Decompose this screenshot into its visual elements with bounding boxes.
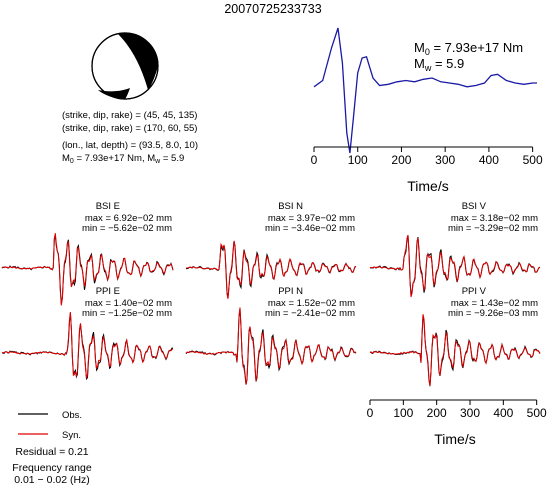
waveform-x-axis: 0 100 200 300 400 500 <box>367 399 547 420</box>
legend: Obs. Syn. <box>18 410 82 441</box>
min-label: min = −5.62e−02 mm <box>82 223 172 234</box>
max-label: max = 1.40e−02 mm <box>85 298 172 309</box>
min-label: min = −3.29e−02 mm <box>448 223 538 234</box>
obs-trace <box>1 235 174 305</box>
max-label: max = 1.43e−02 mm <box>451 298 538 309</box>
station-label: BSI N <box>278 201 303 212</box>
waveform-tick-label-2: 200 <box>427 406 447 420</box>
max-label: max = 6.92e−02 mm <box>85 213 172 224</box>
syn-trace <box>1 233 174 306</box>
location-text: (lon., lat, depth) = (93.5, 8.0, 10) <box>62 140 198 151</box>
max-label: max = 1.52e−02 mm <box>268 298 355 309</box>
station-label: PPI E <box>96 286 120 297</box>
plane1-text: (strike, dip, rake) = (45, 45, 135) <box>62 110 197 121</box>
stf-tick-label-2: 200 <box>391 153 411 167</box>
stf-chart: 0 100 200 300 400 500 Time/s M0 = 7.93e+17 Nm… <box>311 27 543 194</box>
legend-syn-label: Syn. <box>62 430 81 441</box>
figure-title: 20070725233733 <box>224 2 321 16</box>
waveform-tick-label-0: 0 <box>367 406 374 420</box>
min-label: min = −2.41e−02 mm <box>265 308 355 319</box>
waveform-xlabel: Time/s <box>434 431 475 447</box>
residual-text: Residual = 0.21 <box>15 446 88 458</box>
syn-trace <box>1 312 174 379</box>
stf-tick-label-1: 100 <box>348 153 368 167</box>
stf-xlabel: Time/s <box>407 178 448 194</box>
frequency-value: 0.01 − 0.02 (Hz) <box>14 474 90 485</box>
station-label: PPI V <box>462 286 487 297</box>
frequency-label: Frequency range <box>12 462 92 474</box>
legend-obs-label: Obs. <box>62 410 82 421</box>
min-label: min = −3.46e−02 mm <box>265 223 355 234</box>
stf-tick-label-4: 400 <box>479 153 499 167</box>
waveform-tick-label-1: 100 <box>393 406 413 420</box>
syn-trace <box>185 241 357 299</box>
syn-trace <box>185 307 357 385</box>
plane2-text: (strike, dip, rake) = (170, 60, 55) <box>62 123 197 134</box>
waveform-tick-label-5: 500 <box>527 406 547 420</box>
station-label: PPI N <box>278 286 303 297</box>
stf-tick-label-3: 300 <box>435 153 455 167</box>
min-label: min = −1.25e−02 mm <box>82 308 172 319</box>
obs-trace <box>185 240 357 299</box>
station-label: BSI V <box>462 201 487 212</box>
stf-tick-label-0: 0 <box>311 153 318 167</box>
moment-text: M0 = 7.93e+17 Nm, Mw = 5.9 <box>62 153 184 165</box>
waveform-tick-label-3: 300 <box>460 406 480 420</box>
max-label: max = 3.97e−02 mm <box>268 213 355 224</box>
stf-line <box>313 27 537 154</box>
beachball <box>91 32 159 100</box>
syn-trace <box>369 234 541 298</box>
stf-tick-label-5: 500 <box>523 153 543 167</box>
max-label: max = 3.18e−02 mm <box>451 213 538 224</box>
stf-x-axis: 0 100 200 300 400 500 <box>311 146 543 167</box>
syn-trace <box>369 314 541 386</box>
min-label: min = −9.26e−03 mm <box>448 308 538 319</box>
stf-mw-label: Mw = 5.9 <box>414 56 464 73</box>
station-label: BSI E <box>96 201 120 212</box>
stf-m0-label: M0 = 7.93e+17 Nm <box>414 40 523 57</box>
waveform-tick-label-4: 400 <box>493 406 513 420</box>
